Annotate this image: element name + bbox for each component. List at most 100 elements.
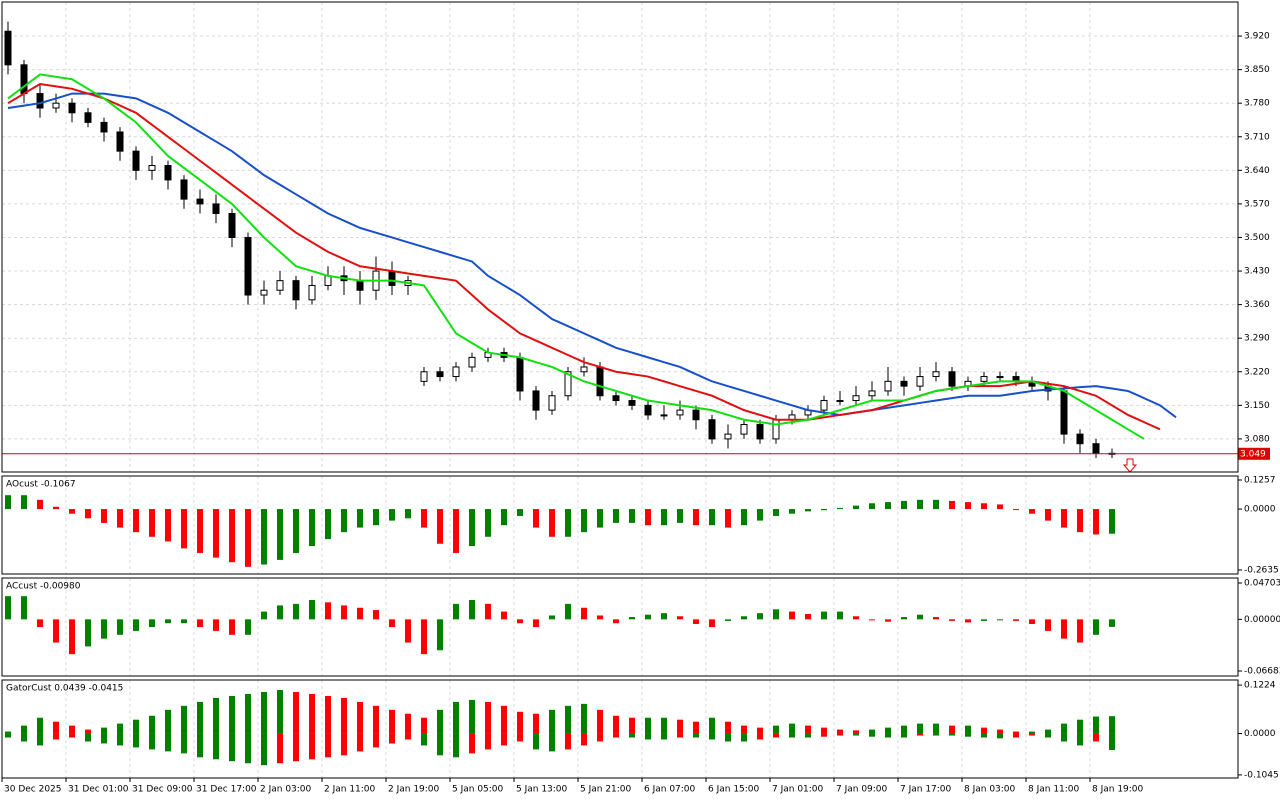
histogram-bar (101, 509, 107, 523)
gator-bar (277, 733, 283, 764)
histogram-bar (437, 509, 443, 544)
gator-bar (869, 729, 875, 734)
y-tick-label: -0.2635 (1244, 565, 1279, 575)
gator-bar (885, 727, 891, 734)
gator-bar (1045, 733, 1051, 738)
gator-bar (213, 697, 219, 734)
gator-bar (981, 727, 987, 734)
gator-bar (325, 695, 331, 734)
panel: 0.04703 0.00000 -0.06683 ACcust -0.00980 (1, 577, 1280, 677)
gator-bar (389, 709, 395, 734)
gator-bar (5, 733, 11, 738)
histogram-bar (357, 607, 363, 620)
histogram-bar (933, 617, 939, 620)
histogram-bar (453, 509, 459, 553)
histogram-bar (789, 509, 795, 514)
candle-body (244, 236, 252, 296)
histogram-bar (533, 509, 539, 528)
gator-bar (229, 695, 235, 734)
gator-bar (373, 705, 379, 734)
gator-bar (373, 733, 379, 748)
histogram-bar (373, 509, 379, 526)
gator-bar (245, 693, 251, 734)
y-tick-label: 3.430 (1244, 267, 1270, 277)
histogram-bar (725, 619, 731, 621)
gator-bar (357, 733, 363, 752)
gator-bar (149, 715, 155, 734)
candle-body (676, 409, 684, 416)
histogram-bar (149, 509, 155, 537)
histogram-bar (1029, 509, 1035, 514)
x-tick-label: 6 Jan 15:00 (708, 785, 760, 795)
gator-bar (133, 719, 139, 734)
gator-bar (117, 733, 123, 746)
histogram-bar (37, 619, 43, 628)
candle-body (420, 371, 428, 382)
gator-bar (341, 697, 347, 734)
gator-bar (517, 733, 523, 742)
gator-bar (1029, 733, 1035, 736)
histogram-bar (245, 619, 251, 635)
gator-bar (837, 729, 843, 734)
histogram-bar (517, 619, 523, 624)
candle-body (260, 289, 268, 296)
histogram-bar (181, 619, 187, 624)
indicator-title: AOcust -0.1067 (6, 480, 76, 490)
histogram-bar (501, 509, 507, 526)
y-tick-label: 3.920 (1244, 32, 1270, 42)
histogram-bar (901, 500, 907, 510)
candle-body (132, 150, 140, 171)
histogram-bar (853, 505, 859, 510)
gator-bar (1109, 716, 1115, 734)
histogram-bar (1109, 509, 1115, 534)
gator-bar (997, 733, 1003, 739)
candle-body (164, 165, 172, 181)
histogram-bar (485, 509, 491, 537)
histogram-bar (885, 502, 891, 510)
x-tick-label: 31 Dec 01:00 (68, 785, 129, 795)
gator-bar (885, 733, 891, 738)
candle-body (772, 419, 780, 440)
panel: 3.920 3.850 3.780 3.710 3.640 3.570 3.500 3.430… (1, 1, 1270, 473)
gator-bar (469, 733, 475, 754)
gator-bar (757, 733, 763, 740)
candle-body (84, 112, 92, 123)
histogram-bar (149, 619, 155, 628)
gator-bar (869, 733, 875, 737)
sell-arrow (1122, 458, 1138, 473)
histogram-bar (293, 603, 299, 620)
gator-bar (949, 725, 955, 734)
histogram-bar (581, 509, 587, 533)
gator-bar (693, 721, 699, 734)
gator-bar (725, 721, 731, 734)
gator-bar (917, 733, 923, 736)
x-tick-label: 30 Dec 2025 (4, 785, 62, 795)
gator-bar (165, 709, 171, 734)
histogram-bar (245, 509, 251, 567)
candle-body (436, 371, 444, 378)
x-tick-label: 6 Jan 07:00 (644, 785, 696, 795)
candle-body (580, 366, 588, 373)
y-tick-label: 0.00000 (1244, 615, 1280, 625)
gator-bar (1045, 729, 1051, 734)
gator-bar (549, 733, 555, 752)
gator-bar (901, 733, 907, 738)
gator-bar (597, 733, 603, 742)
gator-bar (197, 733, 203, 758)
histogram-bar (693, 509, 699, 526)
y-tick-label: 3.570 (1244, 199, 1270, 209)
candle-body (196, 198, 204, 205)
gator-bar (5, 731, 11, 734)
gator-bar (949, 733, 955, 736)
gator-bar (805, 733, 811, 738)
candle-body (228, 213, 236, 238)
candle-body (52, 102, 60, 109)
histogram-bar (869, 503, 875, 510)
histogram-bar (1077, 509, 1083, 533)
gator-bar (997, 729, 1003, 734)
gator-bar (805, 725, 811, 734)
histogram-bar (1061, 619, 1067, 639)
histogram-bar (549, 615, 555, 620)
gator-bar (933, 733, 939, 736)
